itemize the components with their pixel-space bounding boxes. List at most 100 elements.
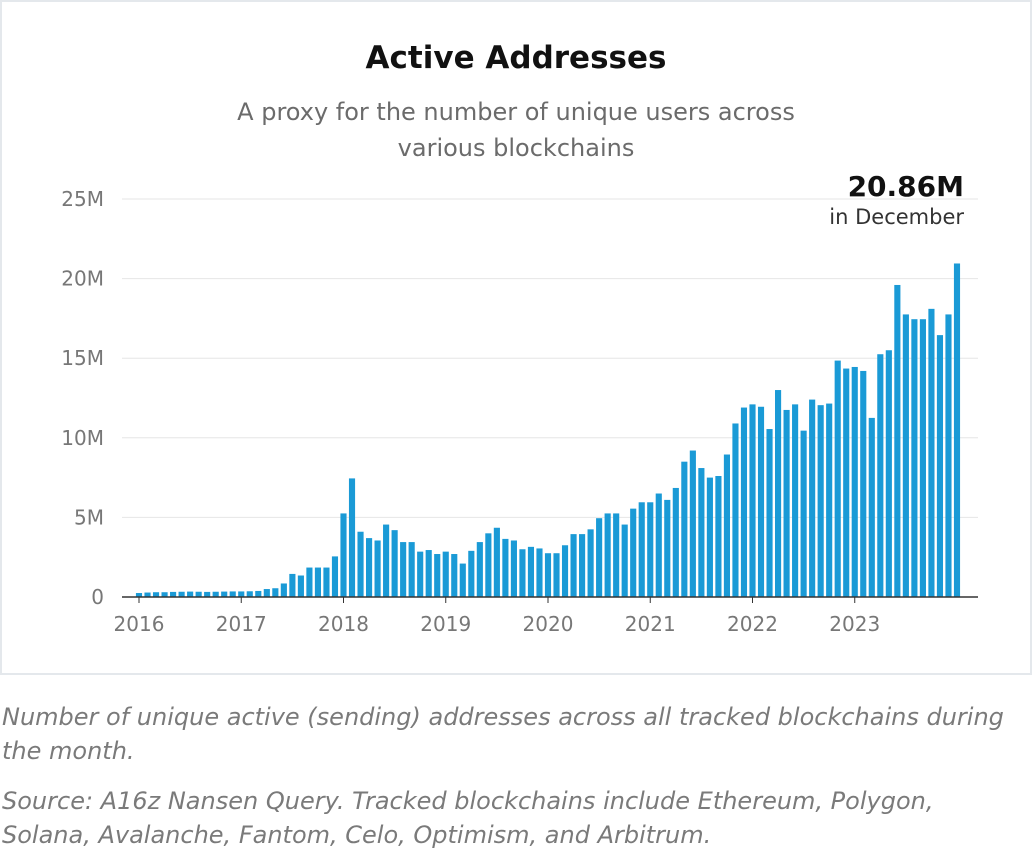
bar <box>621 524 628 597</box>
bar <box>715 476 722 597</box>
bar <box>604 513 611 597</box>
y-tick-label: 15M <box>61 346 104 370</box>
bar <box>348 478 356 597</box>
x-tick-label: 2020 <box>523 612 574 636</box>
bar <box>723 454 730 597</box>
y-tick-label: 25M <box>61 187 104 211</box>
bar <box>902 314 909 597</box>
bar <box>451 554 458 597</box>
bar <box>178 591 185 597</box>
bar <box>596 518 603 597</box>
bar <box>868 417 875 597</box>
bar <box>655 493 662 597</box>
bar <box>263 589 270 597</box>
latest-value-caption: in December <box>829 205 964 229</box>
bar <box>383 524 390 597</box>
bar <box>229 591 236 597</box>
bar <box>255 590 262 597</box>
y-tick-label: 0 <box>91 585 104 609</box>
chart-source: Source: A16z Nansen Query. Tracked block… <box>2 787 934 849</box>
bar <box>340 513 347 597</box>
chart-subtitle-line-1: A proxy for the number of unique users a… <box>237 98 795 126</box>
bar <box>280 583 287 597</box>
bar <box>297 575 304 597</box>
bar <box>238 591 245 597</box>
chart-title: Active Addresses <box>365 40 667 76</box>
bar <box>809 399 816 597</box>
bar <box>400 542 407 597</box>
bar <box>860 370 867 597</box>
bar <box>826 403 833 597</box>
y-tick-label: 20M <box>61 267 104 291</box>
bar <box>331 556 339 597</box>
bar <box>911 319 918 597</box>
bar <box>468 550 475 597</box>
bar <box>885 350 892 597</box>
x-tick-label: 2019 <box>420 612 471 636</box>
x-tick-label: 2016 <box>114 612 165 636</box>
bar <box>553 553 560 597</box>
bar <box>630 508 637 597</box>
x-tick-label: 2022 <box>727 612 778 636</box>
bar <box>527 546 535 597</box>
x-tick-label: 2021 <box>625 612 676 636</box>
y-tick-label: 10M <box>61 426 104 450</box>
x-tick-label: 2018 <box>318 612 369 636</box>
bar <box>212 591 219 597</box>
bar <box>689 450 696 597</box>
bar <box>306 567 313 597</box>
bar <box>536 548 543 597</box>
bar <box>485 533 492 597</box>
bar <box>374 540 381 597</box>
bar <box>647 502 654 597</box>
bar <box>442 551 449 597</box>
bar <box>519 549 526 597</box>
bar <box>936 335 944 597</box>
bar <box>323 567 330 597</box>
bar <box>570 534 577 597</box>
bar <box>894 284 901 597</box>
bar <box>817 405 824 597</box>
bar <box>681 461 688 597</box>
bar <box>314 567 321 597</box>
bar <box>161 592 168 597</box>
bar <box>664 499 671 597</box>
bar <box>170 591 177 597</box>
bar <box>135 593 143 597</box>
bar <box>493 527 500 597</box>
bar <box>851 366 858 597</box>
bar <box>204 591 211 597</box>
bar <box>434 554 441 597</box>
bar <box>152 592 160 597</box>
bar <box>698 468 705 597</box>
bar <box>749 404 756 597</box>
bar <box>459 563 466 597</box>
bar <box>834 360 841 597</box>
bar <box>775 390 782 597</box>
chart-footnote: Number of unique active (sending) addres… <box>2 703 1004 765</box>
bar <box>246 591 253 597</box>
bar <box>757 406 765 597</box>
bar <box>579 534 586 597</box>
bar <box>544 553 552 597</box>
chart-subtitle-line-2: various blockchains <box>397 134 635 162</box>
bar <box>877 354 884 597</box>
bar <box>510 540 517 597</box>
bar <box>366 538 373 597</box>
bar <box>289 573 296 597</box>
bar <box>187 591 194 597</box>
y-tick-label: 5M <box>74 505 104 529</box>
bar <box>144 592 151 597</box>
bar <box>945 314 952 597</box>
bar <box>417 551 424 597</box>
bar <box>613 513 620 597</box>
chart-subtitle: A proxy for the number of unique users a… <box>0 94 1032 166</box>
bar <box>638 502 645 597</box>
bar <box>476 542 483 597</box>
bar <box>766 429 773 597</box>
bar <box>792 404 799 597</box>
x-tick-label: 2023 <box>829 612 880 636</box>
bar <box>706 477 713 597</box>
bar-chart: 0 5M 10M 15M 20M 25M 2016 2017 2018 2019 2020 2021 2… <box>61 187 978 636</box>
x-tick-label: 2017 <box>216 612 267 636</box>
